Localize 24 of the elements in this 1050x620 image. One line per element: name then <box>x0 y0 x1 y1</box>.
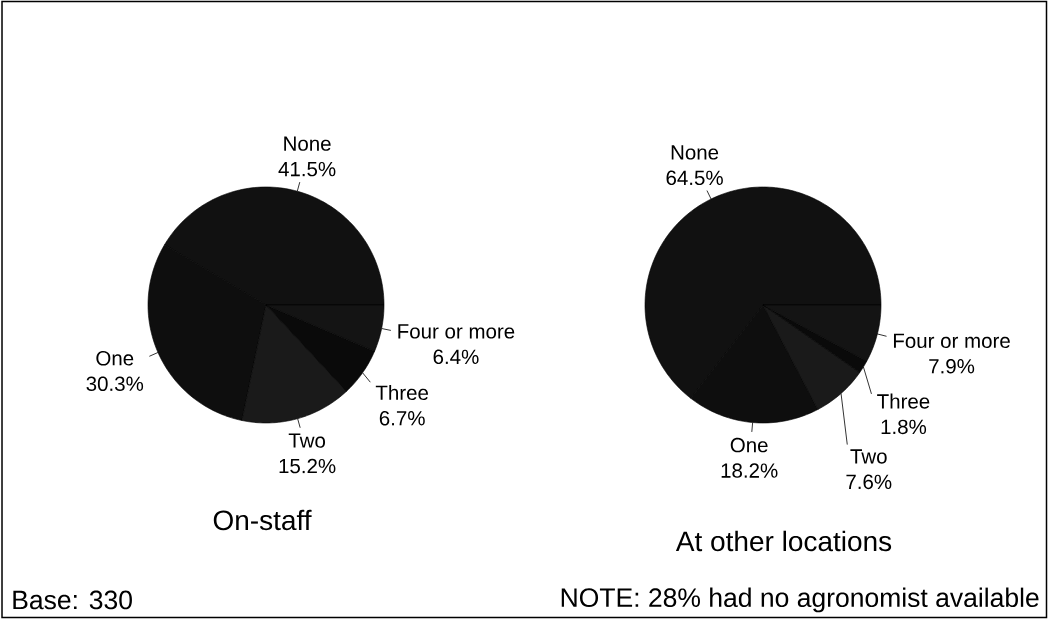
data-label: 7.9% <box>929 359 975 374</box>
data-label: 7.6% <box>846 474 892 490</box>
text: NOTE: 28% had no agronomist available <box>561 587 1039 613</box>
data-label: 15.2% <box>279 458 336 474</box>
data-label: 6.4% <box>433 349 479 365</box>
slice-label: One <box>730 437 768 453</box>
text: Base: 330 <box>13 590 132 610</box>
data-label: 30.3% <box>86 376 144 392</box>
slice-label: Four or more <box>398 324 515 339</box>
slice-label: None <box>284 136 331 151</box>
slice-label: Three <box>375 384 429 401</box>
slice-label: Two <box>850 449 887 464</box>
slice-label: None <box>671 145 719 160</box>
data-label: 18.2% <box>721 463 778 478</box>
text: On-staff <box>213 509 312 531</box>
slice-label: One <box>96 351 134 366</box>
data-label: 1.8% <box>881 419 927 435</box>
data-label: 6.7% <box>379 410 425 426</box>
data-label: 41.5% <box>278 161 336 177</box>
slice-label: Two <box>288 433 326 448</box>
slice-label: Four or more <box>893 333 1010 349</box>
text: At other locations <box>675 530 892 552</box>
data-label: 64.5% <box>666 170 723 186</box>
slice-label: Three <box>877 393 930 409</box>
